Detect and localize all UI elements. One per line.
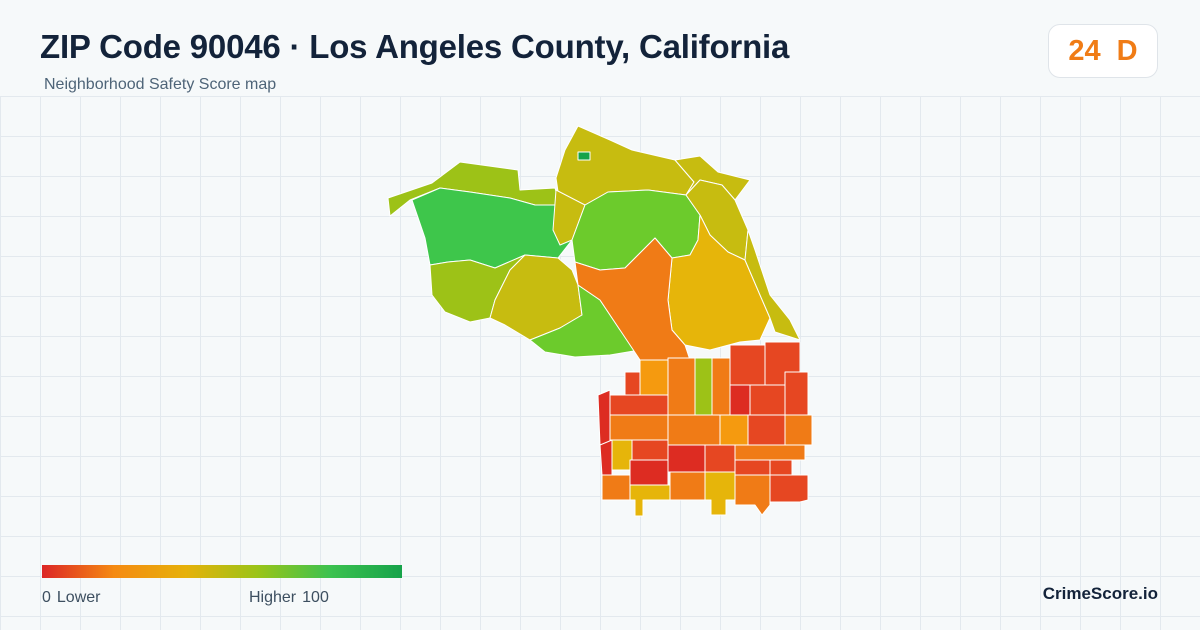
page-subtitle: Neighborhood Safety Score map <box>44 76 277 93</box>
legend-max-text: Higher <box>249 589 297 606</box>
map-region[interactable] <box>784 371 809 416</box>
map-region[interactable] <box>744 229 801 341</box>
map-region[interactable] <box>574 237 691 361</box>
legend-min-text: Lower <box>56 589 101 606</box>
legend-low-label: 0 Lower <box>42 589 100 607</box>
map-region[interactable] <box>667 444 706 473</box>
safety-score-value: 24 <box>1068 34 1101 67</box>
map-region[interactable] <box>769 459 793 476</box>
map-region[interactable] <box>747 414 786 446</box>
map-region[interactable] <box>711 357 731 416</box>
map-region[interactable] <box>749 384 786 416</box>
map-region[interactable] <box>719 414 749 446</box>
map-region[interactable] <box>609 414 669 441</box>
map-region[interactable] <box>694 357 713 416</box>
map-region[interactable] <box>729 384 751 416</box>
map-region[interactable] <box>784 414 813 446</box>
map-region[interactable] <box>597 389 611 446</box>
map-region[interactable] <box>609 394 669 416</box>
map-region[interactable] <box>667 357 696 416</box>
safety-score-badge: 24 D <box>1048 24 1158 78</box>
brand-logo-text[interactable]: CrimeScore.io <box>1042 584 1158 603</box>
map-region[interactable] <box>611 439 633 471</box>
map-region[interactable] <box>704 471 736 516</box>
map-region[interactable] <box>639 359 669 396</box>
legend-min-value: 0 <box>42 589 51 606</box>
map-region[interactable] <box>769 474 809 503</box>
legend-gradient-bar <box>42 565 402 578</box>
map-region[interactable] <box>729 344 766 386</box>
map-region[interactable] <box>667 414 721 446</box>
map-region[interactable] <box>734 459 771 476</box>
map-region[interactable] <box>669 471 706 501</box>
map-region[interactable] <box>734 444 806 461</box>
map-region[interactable] <box>704 444 736 473</box>
map-region[interactable] <box>629 459 669 486</box>
map-region[interactable] <box>552 189 586 246</box>
map-region[interactable] <box>577 151 591 161</box>
map-region[interactable] <box>599 439 613 476</box>
map-region[interactable] <box>629 484 671 517</box>
map-region[interactable] <box>624 371 641 396</box>
legend-high-label: Higher 100 <box>249 589 329 607</box>
legend-max-value: 100 <box>302 589 329 606</box>
map-region[interactable] <box>601 474 631 501</box>
safety-grade: D <box>1116 34 1138 67</box>
page-title: ZIP Code 90046 · Los Angeles County, Cal… <box>40 28 790 65</box>
map-region[interactable] <box>734 474 771 516</box>
